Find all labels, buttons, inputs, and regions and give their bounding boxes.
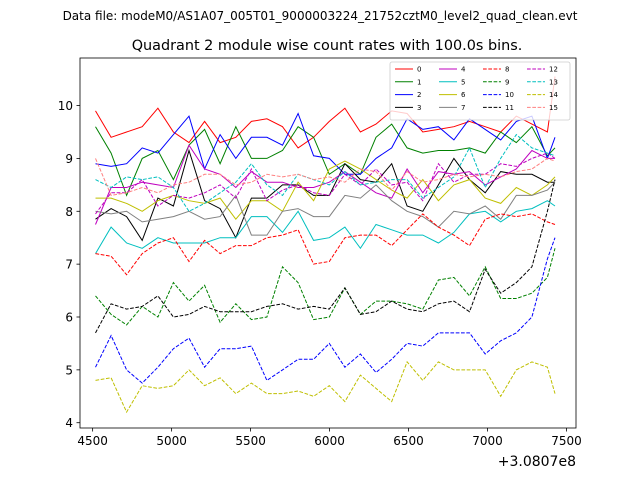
x-axis-offset-label: +3.0807e8 [498, 454, 576, 470]
legend-label-4: 4 [461, 66, 466, 74]
x-tick-label: 7000 [472, 434, 503, 448]
y-axis: 4 5 6 7 8 9 10 [58, 99, 80, 430]
legend-label-10: 10 [505, 91, 514, 99]
x-tick-label: 6000 [314, 434, 345, 448]
figure-suptitle: Data file: modeM0/AS1A07_005T01_90000032… [63, 9, 578, 23]
series-line-7 [95, 181, 556, 236]
legend-label-7: 7 [461, 104, 465, 112]
legend-label-2: 2 [417, 91, 421, 99]
legend-label-13: 13 [549, 78, 558, 86]
x-tick-label: 7500 [551, 434, 582, 448]
series-line-15 [95, 157, 556, 196]
series-line-12 [95, 152, 556, 215]
plot-area [79, 57, 577, 429]
x-tick-label: 6500 [393, 434, 424, 448]
series-line-5 [95, 200, 556, 254]
y-tick-label: 10 [58, 99, 73, 113]
legend-label-1: 1 [417, 78, 421, 86]
y-tick-label: 4 [65, 416, 73, 430]
x-axis: 4500 5000 5500 6000 6500 7000 7500 [77, 428, 582, 448]
x-tick-label: 5000 [156, 434, 187, 448]
legend-label-5: 5 [461, 78, 465, 86]
legend-label-12: 12 [549, 66, 558, 74]
legend-label-0: 0 [417, 66, 421, 74]
legend-label-9: 9 [505, 78, 509, 86]
series-line-13 [95, 133, 556, 212]
y-tick-label: 5 [65, 363, 73, 377]
y-tick-label: 6 [65, 311, 73, 325]
series-line-14 [95, 360, 556, 414]
legend-label-15: 15 [549, 104, 558, 112]
legend-box [389, 61, 571, 121]
series-line-2 [95, 112, 556, 175]
series-line-10 [95, 237, 556, 384]
y-tick-label: 7 [65, 258, 73, 272]
legend-label-3: 3 [417, 104, 421, 112]
legend-label-6: 6 [461, 91, 466, 99]
legend-label-14: 14 [549, 91, 558, 99]
y-tick-label: 8 [65, 205, 73, 219]
series-line-9 [95, 248, 556, 326]
series-line-0 [95, 76, 556, 149]
series-line-11 [95, 179, 556, 334]
y-tick-label: 9 [65, 152, 73, 166]
legend-label-8: 8 [505, 66, 509, 74]
series-line-8 [95, 213, 556, 276]
series-line-1 [95, 123, 556, 197]
x-tick-label: 5500 [235, 434, 266, 448]
plot-frame [79, 57, 577, 429]
chart-title: Quadrant 2 module wise count rates with … [132, 38, 523, 54]
legend-label-11: 11 [505, 104, 514, 112]
x-tick-label: 4500 [77, 434, 108, 448]
